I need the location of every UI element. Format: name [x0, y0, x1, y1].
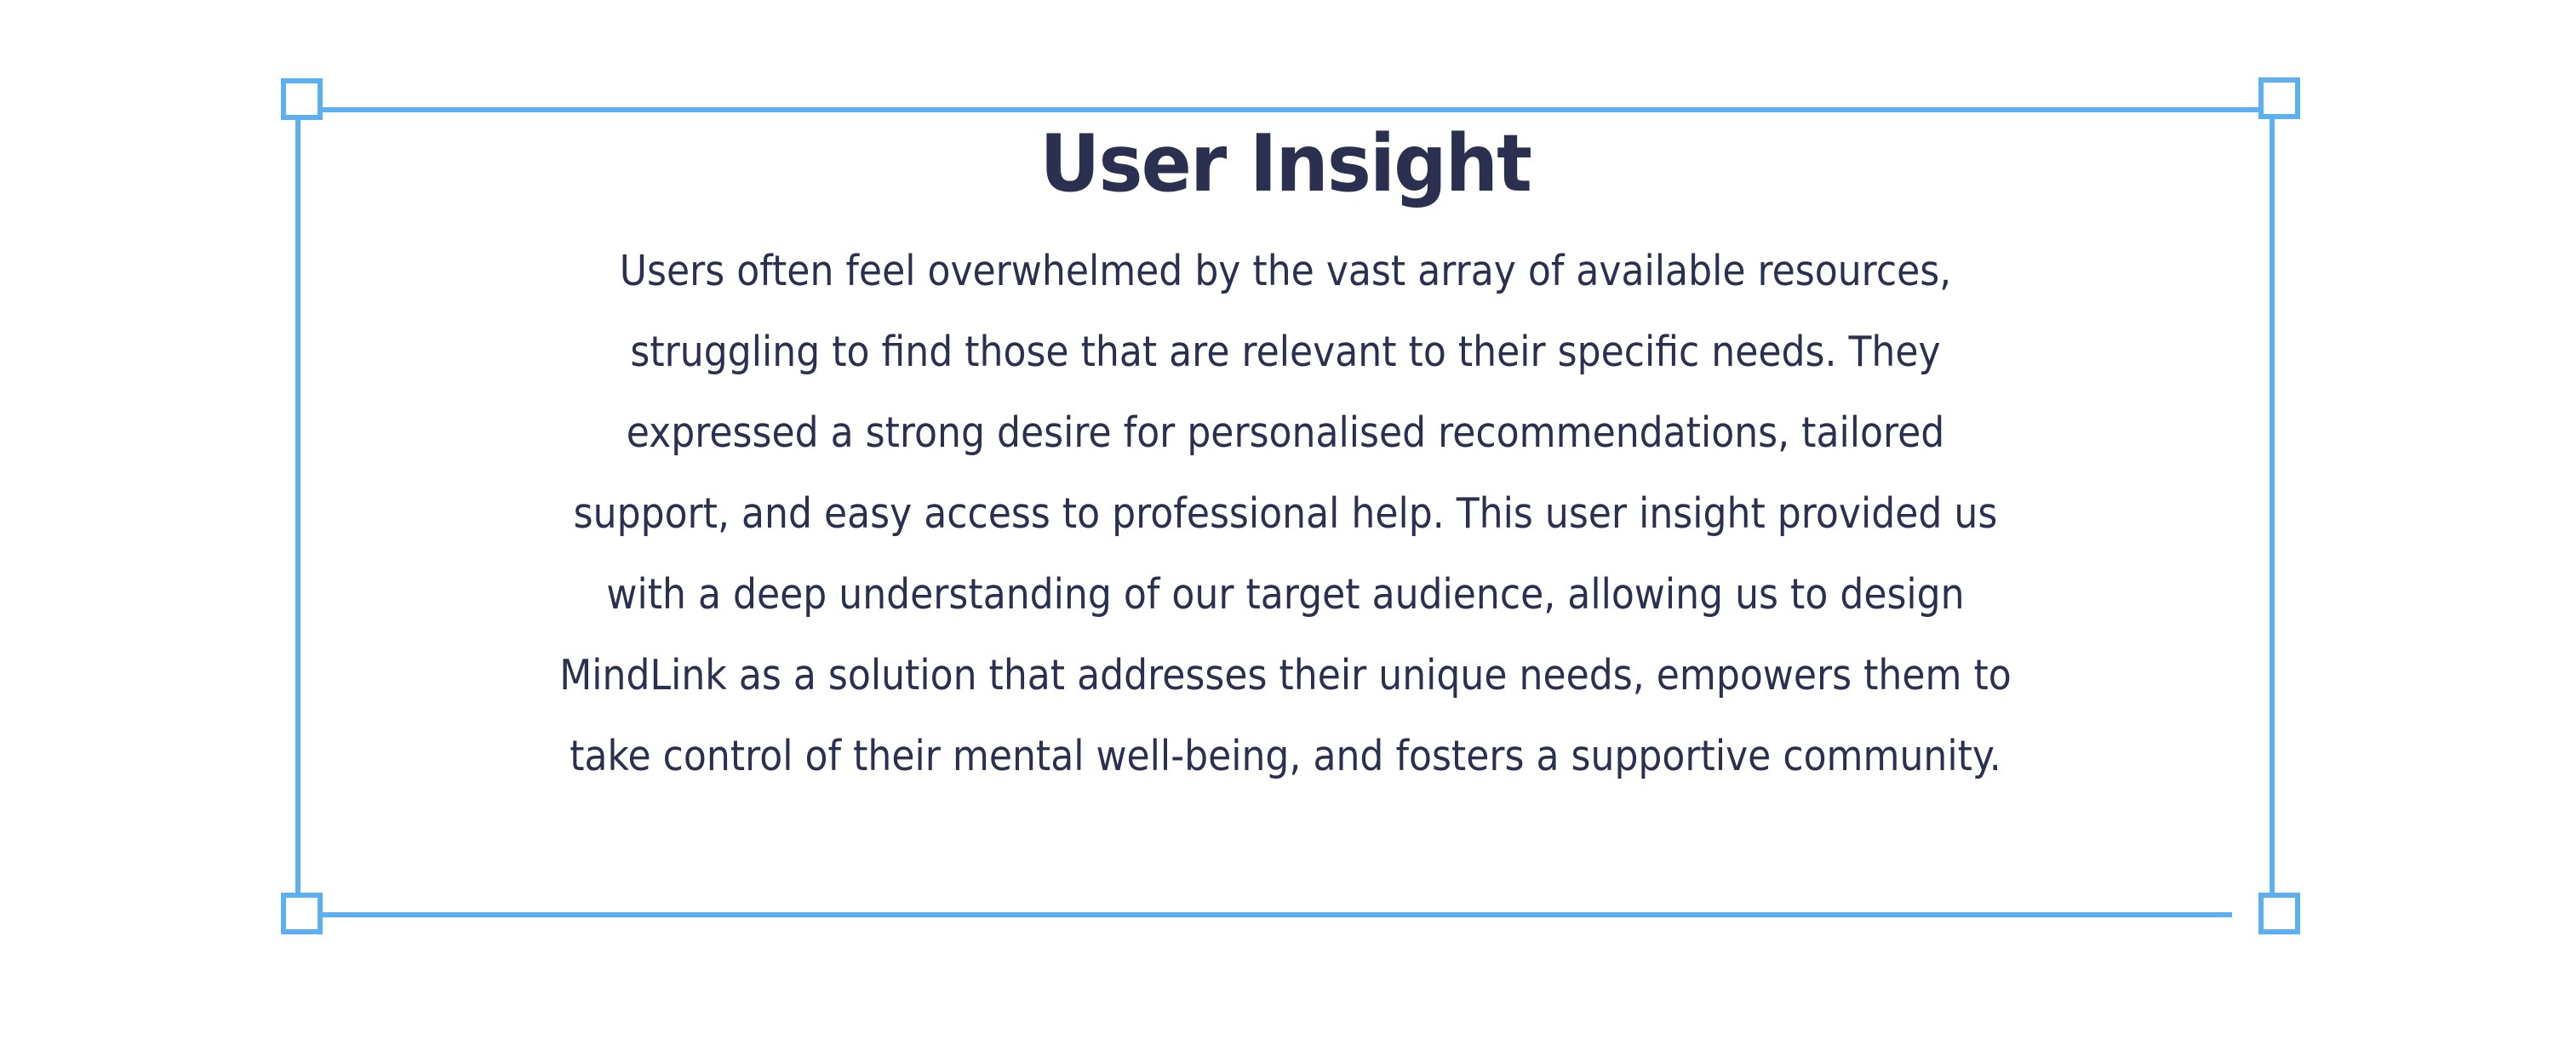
selection-bounding-box[interactable]	[281, 77, 2300, 934]
resize-handle-top-right[interactable]	[2258, 77, 2300, 119]
resize-handle-top-left[interactable]	[281, 78, 323, 120]
selection-edge-right	[2270, 99, 2275, 893]
body-line: Users often feel overwhelmed by the vast…	[619, 247, 1951, 295]
body-line: expressed a strong desire for personalis…	[626, 408, 1944, 457]
user-insight-text-block[interactable]: User Insight Users often feel overwhelme…	[295, 99, 2275, 917]
body-line: struggling to find those that are releva…	[629, 328, 1941, 376]
resize-handle-bottom-right[interactable]	[2258, 893, 2300, 934]
selection-edge-left	[295, 119, 301, 912]
body-line: take control of their mental well-being,…	[569, 732, 2001, 780]
insight-body-text: Users often feel overwhelmed by the vast…	[450, 231, 2121, 796]
selection-edge-bottom	[295, 912, 2232, 917]
resize-handle-bottom-left[interactable]	[281, 893, 323, 934]
selection-edge-top	[322, 107, 2258, 112]
body-line: support, and easy access to professional…	[573, 489, 1997, 538]
body-line: with a deep understanding of our target …	[605, 570, 1965, 619]
body-line: MindLink as a solution that addresses th…	[558, 651, 2012, 699]
page-title: User Insight	[1039, 117, 1532, 209]
